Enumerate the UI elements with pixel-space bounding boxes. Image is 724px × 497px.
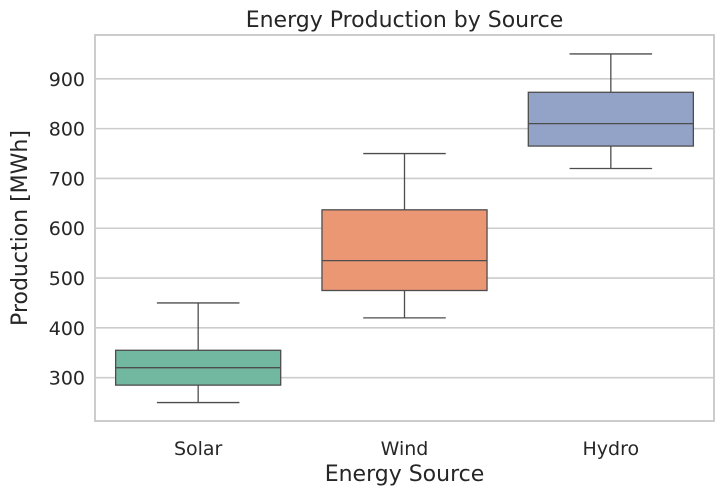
boxes-layer: [114, 53, 695, 404]
iqr-box-wind: [321, 209, 488, 292]
y-tick-label-900: 900: [49, 69, 85, 91]
y-tick-labels: 300 400 500 600 700 800 900: [49, 69, 85, 390]
y-tick-label-500: 500: [49, 268, 85, 290]
plot-frame: [94, 34, 715, 422]
box-group-solar: [114, 302, 282, 404]
y-tick-label-800: 800: [49, 119, 85, 141]
y-axis-label: Production [MWh]: [8, 130, 33, 326]
y-tick-label-600: 600: [49, 218, 85, 240]
x-tick-label-wind: Wind: [381, 438, 429, 460]
x-tick-label-hydro: Hydro: [583, 438, 640, 460]
y-tick-label-400: 400: [49, 318, 85, 340]
x-tick-label-solar: Solar: [174, 438, 223, 460]
y-tick-label-700: 700: [49, 168, 85, 190]
box-group-hydro: [527, 53, 695, 170]
chart-title: Energy Production by Source: [246, 8, 564, 33]
x-tick-labels: Solar Wind Hydro: [174, 438, 639, 460]
iqr-box-hydro: [527, 91, 695, 147]
x-axis-label: Energy Source: [325, 462, 485, 487]
box-group-wind: [321, 152, 488, 319]
y-tick-label-300: 300: [49, 368, 85, 390]
